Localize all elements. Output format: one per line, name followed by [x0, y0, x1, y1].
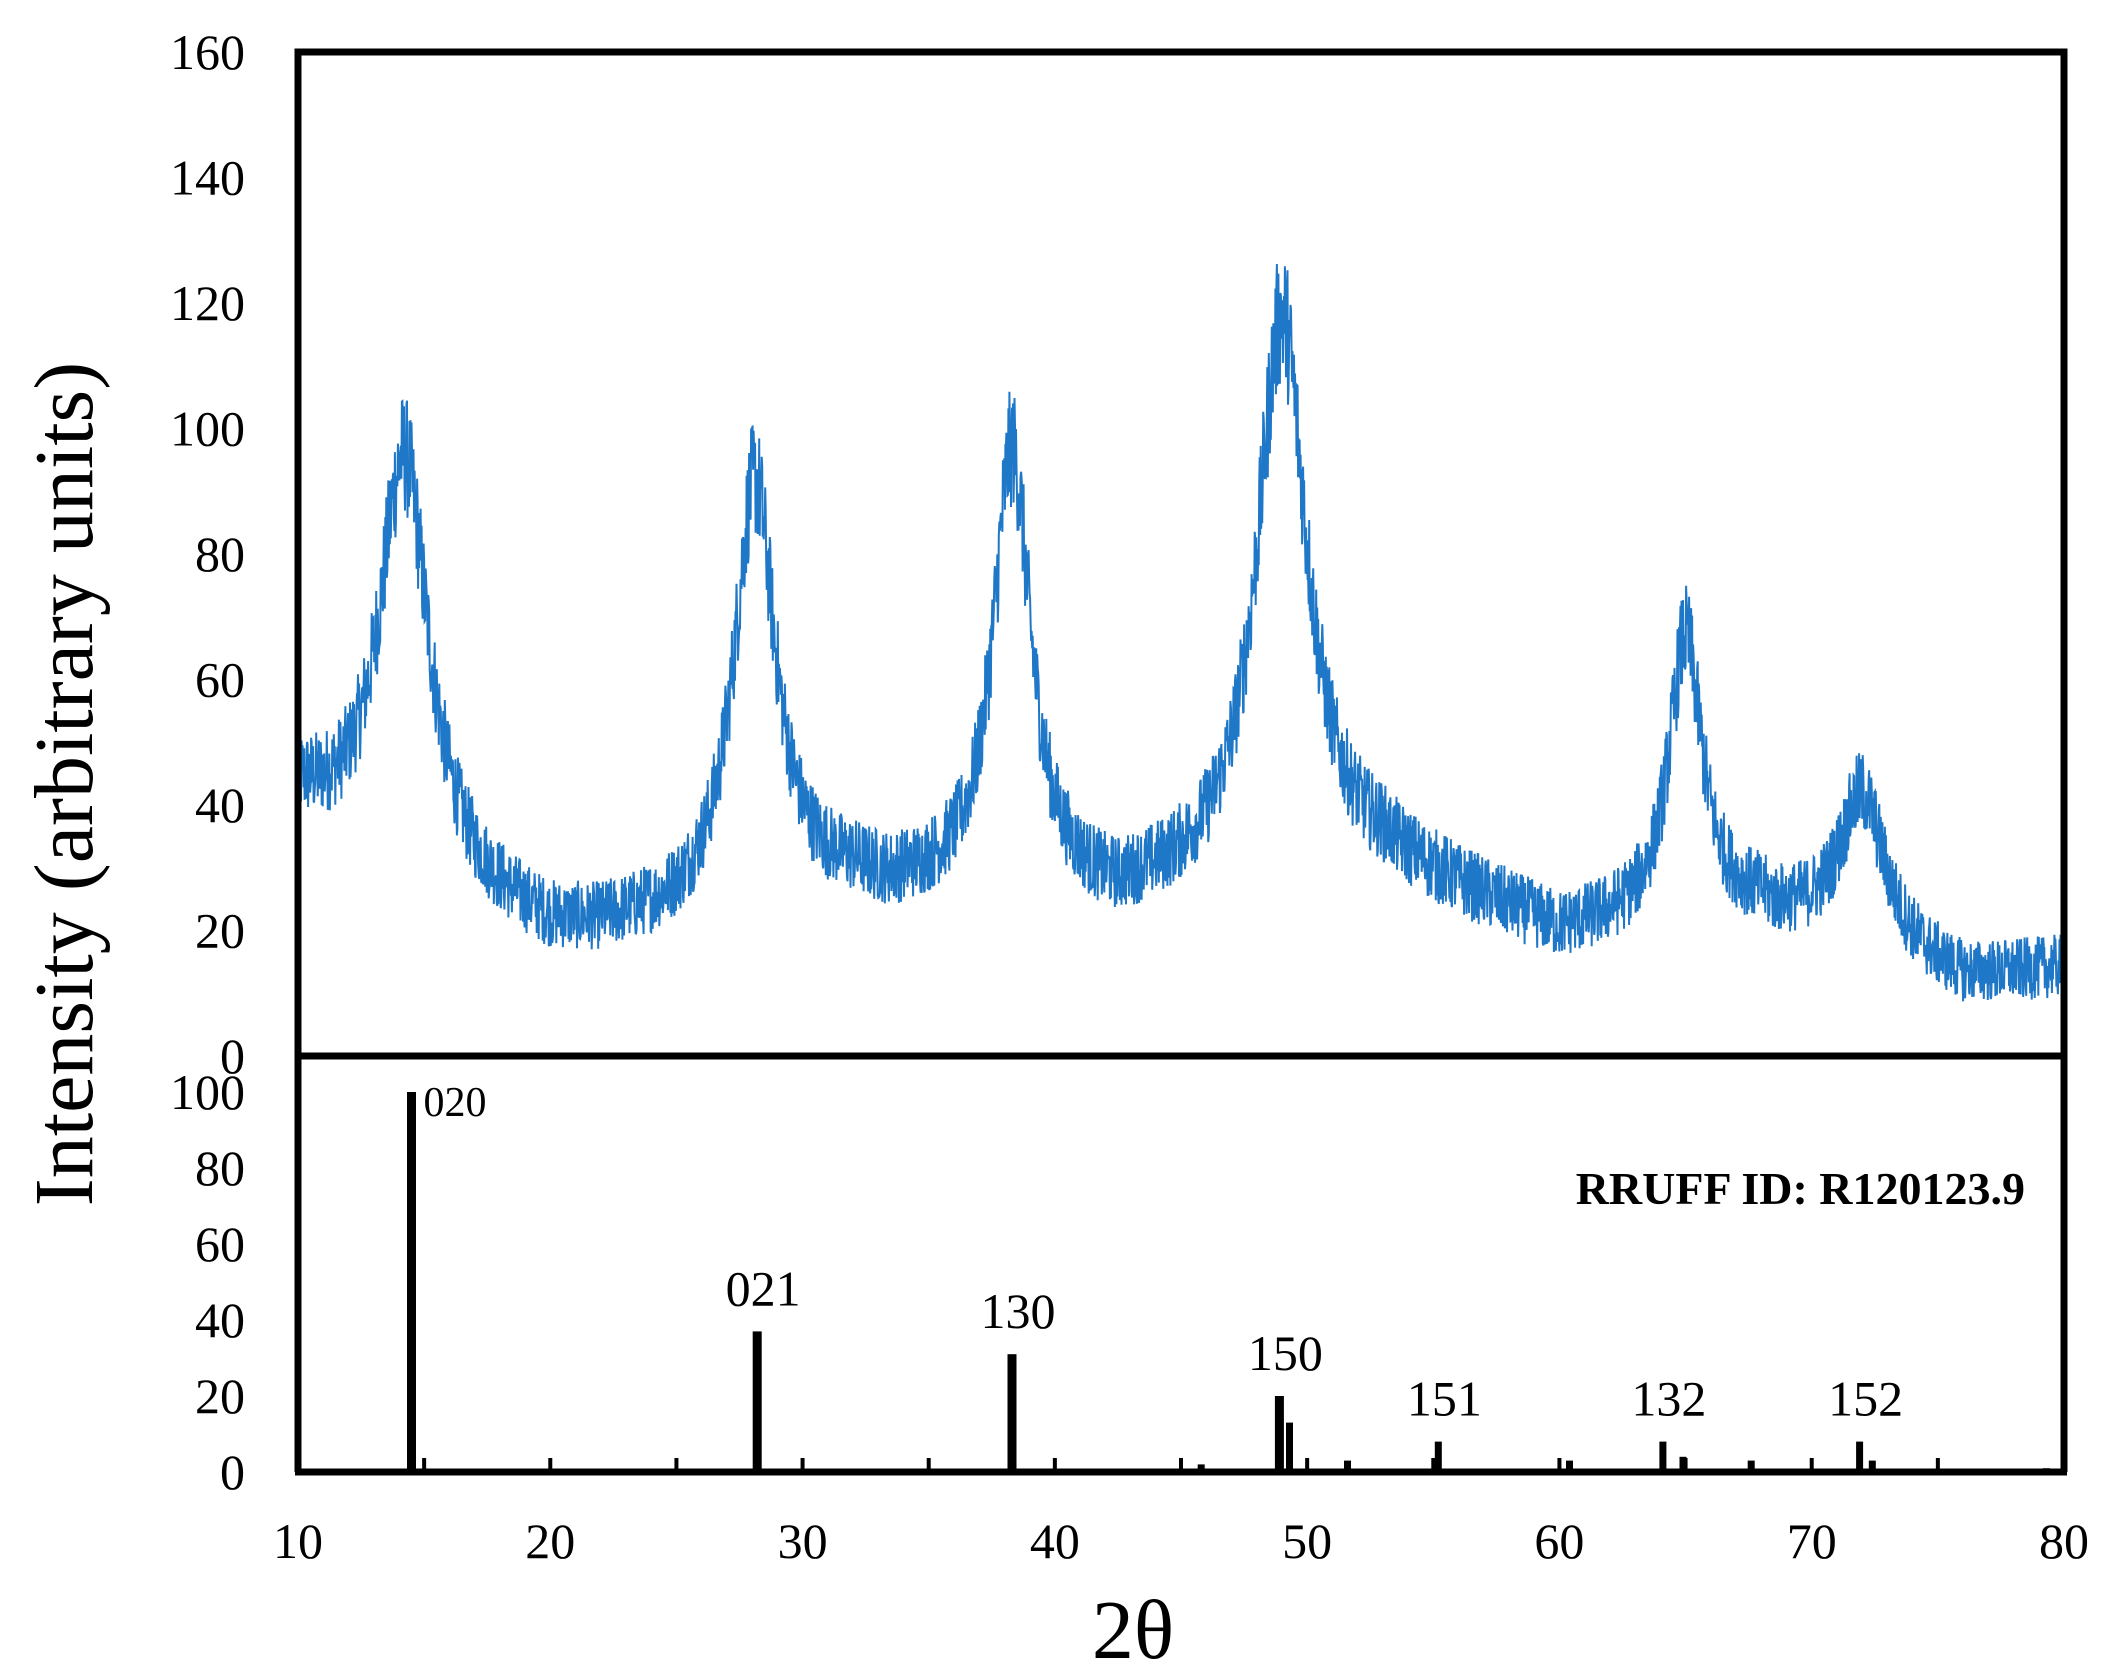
reference-peak-bar — [1434, 1441, 1442, 1472]
bottom-y-tick-label: 100 — [170, 1064, 245, 1120]
reference-peak-bar — [1007, 1354, 1017, 1472]
top-y-tick-label: 60 — [195, 652, 245, 708]
measured-pattern-line — [297, 263, 2065, 1002]
top-y-tick-label: 140 — [170, 150, 245, 206]
x-tick-label: 40 — [1030, 1513, 1080, 1569]
bottom-y-tick-label: 20 — [195, 1368, 245, 1424]
x-tick-label: 50 — [1282, 1513, 1332, 1569]
bottom-x-ticks: 10 20 30 40 50 60 70 80 — [273, 1458, 2089, 1569]
reference-peak-bar — [1274, 1396, 1284, 1472]
reference-peak-bar — [1868, 1460, 1876, 1472]
bottom-y-ticks: 0 20 40 60 80 100 — [170, 1064, 245, 1500]
peak-hkl-label: 151 — [1407, 1371, 1482, 1427]
bottom-y-tick-label: 80 — [195, 1140, 245, 1196]
x-tick-label: 70 — [1787, 1513, 1837, 1569]
top-y-tick-label: 80 — [195, 526, 245, 582]
reference-peaks — [407, 1092, 2050, 1472]
bottom-y-tick-label: 60 — [195, 1216, 245, 1272]
reference-id-label: RRUFF ID: R120123.9 — [1576, 1163, 2025, 1214]
reference-peak-bar — [752, 1331, 762, 1472]
reference-peak-bar — [407, 1092, 416, 1472]
peak-hkl-label: 150 — [1248, 1325, 1323, 1381]
top-y-tick-label: 40 — [195, 777, 245, 833]
bottom-y-tick-label: 40 — [195, 1292, 245, 1348]
peak-hkl-label: 152 — [1828, 1371, 1903, 1427]
x-axis-title: 2θ — [1092, 1584, 1174, 1677]
reference-peak-bar — [1659, 1441, 1667, 1472]
x-tick-label: 30 — [778, 1513, 828, 1569]
x-tick-label: 20 — [525, 1513, 575, 1569]
peak-hkl-label: 132 — [1631, 1371, 1706, 1427]
peak-hkl-label: 020 — [424, 1080, 487, 1126]
top-y-tick-label: 0 — [220, 1028, 245, 1084]
top-y-ticks: 0 20 40 60 80 100 120 140 160 — [170, 24, 245, 1084]
reference-peak-bar — [1679, 1456, 1687, 1472]
x-tick-label: 60 — [1534, 1513, 1584, 1569]
reference-peak-bar — [1747, 1460, 1755, 1472]
reference-peak-bar — [1566, 1460, 1573, 1472]
x-tick-label: 10 — [273, 1513, 323, 1569]
bottom-y-tick-label: 0 — [220, 1444, 245, 1500]
reference-peak-bar — [1197, 1464, 1205, 1472]
top-y-tick-label: 160 — [170, 24, 245, 80]
reference-peak-bar — [1344, 1460, 1351, 1472]
top-plot-frame — [294, 48, 2068, 1060]
y-axis-title: Intensity (arbitrary units) — [18, 362, 111, 1206]
top-y-tick-label: 120 — [170, 275, 245, 331]
peak-hkl-label: 130 — [980, 1283, 1055, 1339]
top-panel: 0 20 40 60 80 100 120 140 160 — [170, 24, 2068, 1084]
peak-hkl-label: 021 — [726, 1260, 801, 1316]
top-y-tick-label: 20 — [195, 903, 245, 959]
reference-peak-bar — [1856, 1441, 1864, 1472]
x-tick-label: 80 — [2039, 1513, 2089, 1569]
reference-peak-labels: 020 021 130 150 151 132 152 — [424, 1080, 1904, 1427]
top-y-tick-label: 100 — [170, 401, 245, 457]
reference-peak-bar — [1286, 1422, 1293, 1472]
